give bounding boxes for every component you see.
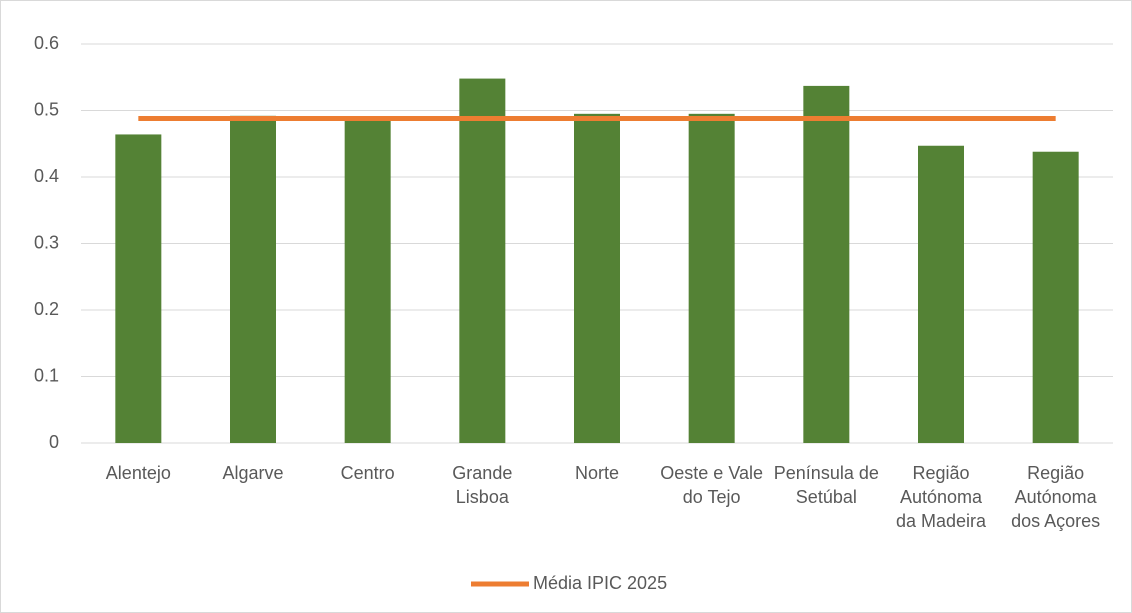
y-tick-label: 0 <box>49 432 59 452</box>
bar <box>688 113 735 443</box>
y-tick-label: 0.4 <box>34 166 59 186</box>
bar <box>344 117 391 444</box>
bar <box>1032 151 1079 444</box>
x-tick-label: Região Autónoma dos Açores <box>1011 463 1101 531</box>
x-tick-label: Grande Lisboa <box>452 463 513 507</box>
bar <box>574 113 620 443</box>
bar <box>115 134 162 443</box>
x-tick-label: Centro <box>340 463 395 483</box>
x-tick-label: Algarve <box>222 463 284 483</box>
y-tick-label: 0.6 <box>34 33 59 53</box>
bar <box>918 145 964 443</box>
bar <box>230 115 276 443</box>
legend-label: Média IPIC 2025 <box>533 573 667 593</box>
x-tick-label: Alentejo <box>105 463 171 483</box>
bar <box>459 78 506 443</box>
x-tick-label: Região Autónoma da Madeira <box>895 463 987 531</box>
y-tick-label: 0.3 <box>34 232 59 252</box>
y-tick-label: 0.5 <box>34 99 59 119</box>
y-tick-label: 0.1 <box>34 365 59 385</box>
bar <box>803 85 850 444</box>
y-tick-label: 0.2 <box>34 299 59 319</box>
x-tick-label: Oeste e Vale do Tejo <box>660 463 764 507</box>
x-tick-label: Norte <box>574 463 619 483</box>
x-tick-label: Península de Setúbal <box>773 463 879 507</box>
